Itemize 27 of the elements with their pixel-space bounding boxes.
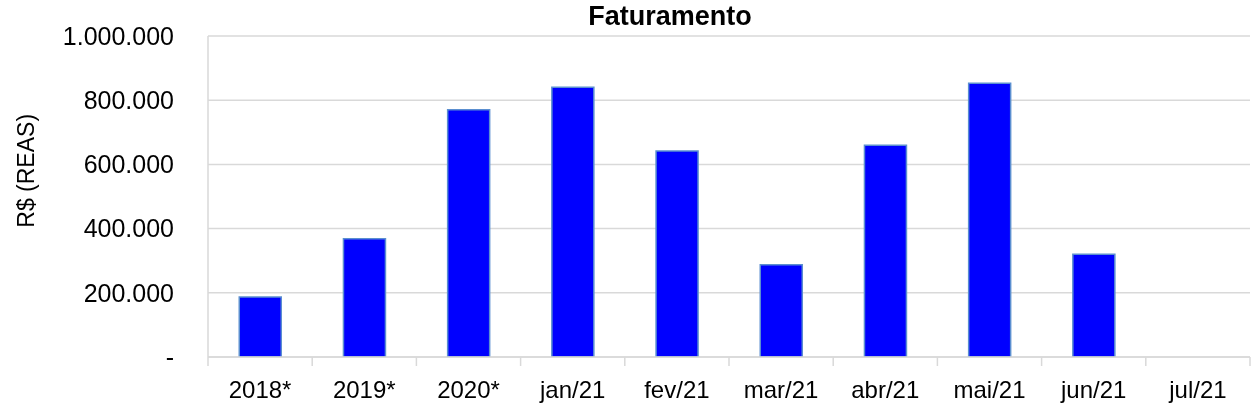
bar xyxy=(238,296,283,357)
x-tick-label: mai/21 xyxy=(953,376,1026,404)
y-tick-label: 800.000 xyxy=(83,86,174,115)
x-tick-label: jun/21 xyxy=(1060,376,1127,404)
x-tick-label: 2018* xyxy=(228,376,292,404)
y-tick-label: 400.000 xyxy=(83,214,174,243)
bar xyxy=(551,86,595,357)
bar xyxy=(759,264,804,357)
x-tick-label: 2020* xyxy=(437,376,500,404)
bar xyxy=(655,150,699,357)
chart-title: Faturamento xyxy=(588,1,752,31)
y-tick-label: - xyxy=(165,342,174,371)
x-tick-label: fev/21 xyxy=(644,376,710,404)
bar xyxy=(1072,253,1116,357)
y-tick-label: 600.000 xyxy=(83,150,174,179)
x-tick-label: abr/21 xyxy=(851,376,920,404)
bar xyxy=(446,109,491,357)
y-axis-title: R$ (REAS) xyxy=(13,113,39,228)
y-tick-label: 1.000.000 xyxy=(62,21,174,50)
y-tick-label: 200.000 xyxy=(83,278,174,307)
x-tick-label: jan/21 xyxy=(539,376,606,404)
x-tick-label: mar/21 xyxy=(743,376,819,404)
bar xyxy=(967,82,1012,357)
x-tick-label: 2019* xyxy=(332,376,396,404)
bar xyxy=(863,144,908,357)
bar xyxy=(342,238,387,357)
x-tick-label: jul/21 xyxy=(1168,376,1227,404)
